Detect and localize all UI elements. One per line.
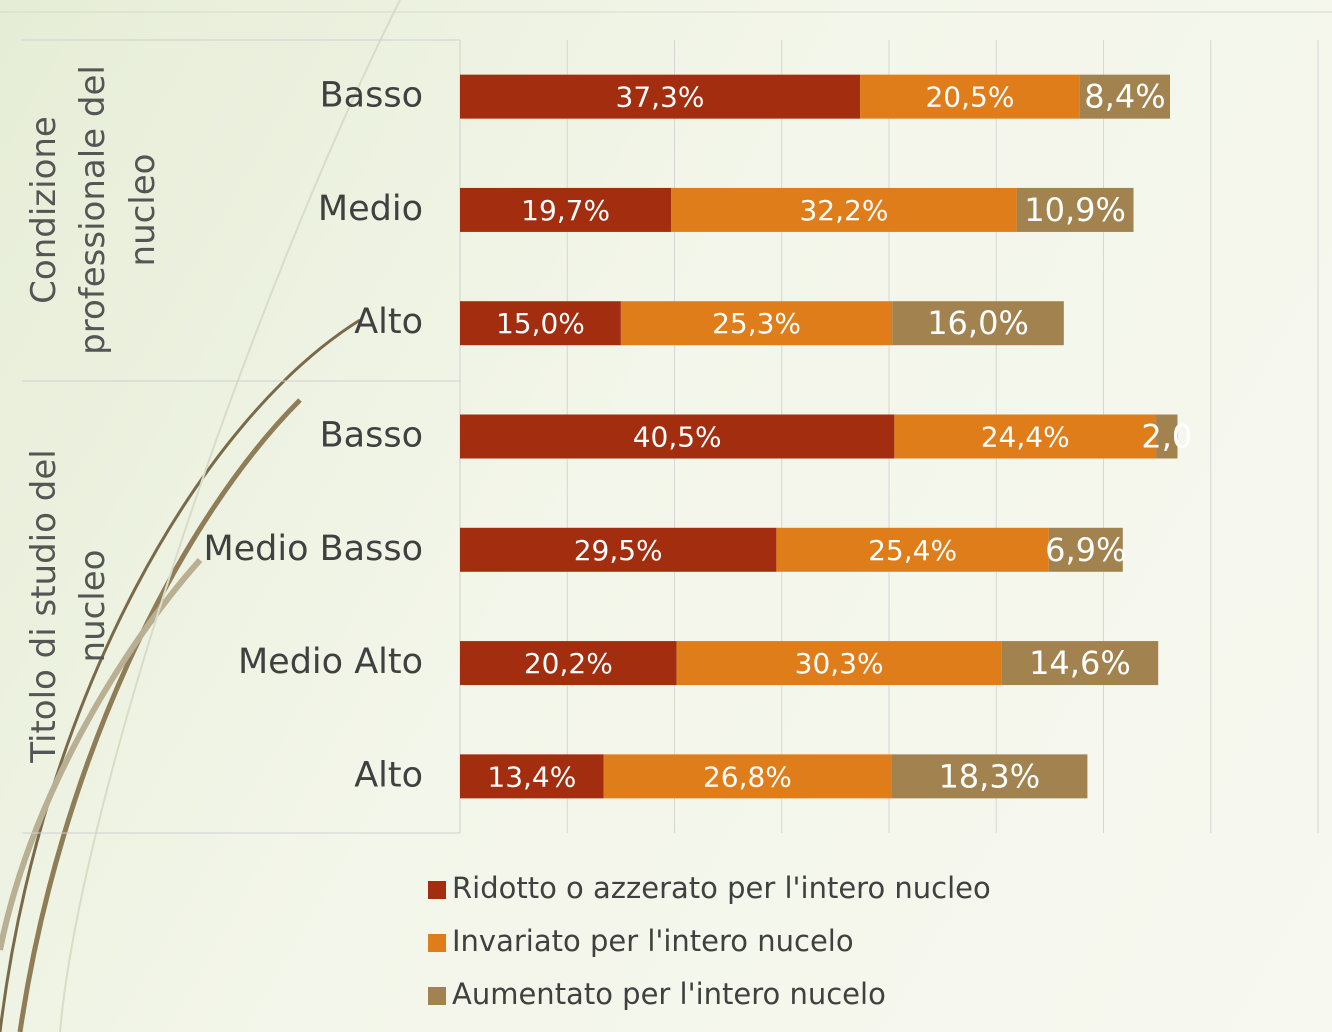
data-label: 18,3% [938, 757, 1040, 795]
category-label: Medio [318, 189, 423, 229]
data-label: 13,4% [487, 760, 576, 793]
data-label: 2,0 [1141, 418, 1192, 456]
data-label: 32,2% [799, 194, 888, 227]
data-label: 15,0% [496, 307, 585, 340]
legend-swatch [428, 934, 446, 952]
data-label: 30,3% [795, 647, 884, 680]
group-label: Condizione professionale del nucleo [20, 45, 170, 375]
category-label: Basso [320, 416, 423, 456]
legend-swatch [428, 881, 446, 899]
data-label: 37,3% [616, 81, 705, 114]
slide: Basso 37,3% 20,5% 8,4% Medio 19,7% 32,2% 10,9% A… [0, 0, 1332, 1032]
data-label: 10,9% [1024, 191, 1126, 229]
chart: Basso 37,3% 20,5% 8,4% Medio 19,7% 32,2% 10,9% A… [0, 0, 1332, 1032]
data-label: 25,4% [868, 534, 957, 567]
data-label: 40,5% [633, 421, 722, 454]
data-label: 25,3% [712, 307, 801, 340]
legend-swatch [428, 987, 446, 1005]
legend-label: Ridotto o azzerato per l'intero nucleo [452, 871, 991, 905]
group-label: Titolo di studio del nucleo [20, 441, 170, 771]
data-label: 20,5% [925, 81, 1014, 114]
category-label: Medio Alto [238, 642, 423, 682]
data-label: 6,9% [1045, 531, 1126, 569]
legend-label: Invariato per l'intero nucelo [452, 924, 854, 958]
category-label: Alto [354, 302, 423, 342]
data-label: 14,6% [1029, 644, 1131, 682]
data-label: 20,2% [524, 647, 613, 680]
category-label: Basso [320, 76, 423, 116]
data-label: 26,8% [703, 760, 792, 793]
data-label: 8,4% [1084, 78, 1165, 116]
data-label: 16,0% [927, 304, 1029, 342]
data-label: 29,5% [574, 534, 663, 567]
category-label: Alto [354, 755, 423, 795]
data-label: 19,7% [521, 194, 610, 227]
legend-label: Aumentato per l'intero nucelo [452, 977, 886, 1011]
data-label: 24,4% [981, 421, 1070, 454]
category-label: Medio Basso [203, 529, 423, 569]
